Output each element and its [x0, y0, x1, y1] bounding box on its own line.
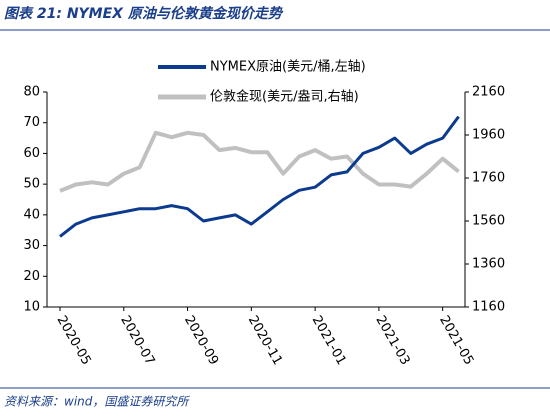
x-tick-label: 2020-11	[245, 313, 285, 368]
y2-tick-label: 1360	[472, 257, 505, 272]
y-tick-label: 50	[23, 177, 40, 192]
y2-tick-label: 1760	[472, 171, 505, 186]
x-tick-label: 2020-09	[181, 313, 221, 368]
y-tick-label: 60	[23, 146, 40, 161]
y-tick-label: 80	[23, 85, 40, 100]
legend-label: NYMEX原油(美元/桶,左轴)	[210, 60, 366, 75]
y-tick-label: 30	[23, 238, 40, 253]
chart-title: 图表 21: NYMEX 原油与伦敦黄金现价走势	[4, 5, 284, 22]
y-tick-label: 10	[23, 300, 40, 315]
legend-label: 伦敦金现(美元/盎司,右轴)	[210, 89, 359, 105]
y-tick-label: 20	[23, 269, 40, 284]
y-tick-label: 40	[23, 207, 40, 222]
x-tick-label: 2021-05	[436, 313, 476, 368]
series-line	[59, 130, 460, 193]
source: 资料来源：wind，国盛证券研究所	[4, 395, 190, 409]
x-tick-label: 2021-03	[372, 313, 412, 368]
y2-tick-label: 1960	[472, 128, 505, 143]
x-tick-label: 2020-05	[54, 313, 94, 368]
x-tick-label: 2020-07	[117, 313, 157, 368]
series-line	[59, 115, 460, 238]
y2-tick-label: 2160	[472, 85, 505, 100]
y-tick-label: 70	[23, 115, 40, 130]
y2-tick-label: 1160	[472, 300, 505, 315]
y2-tick-label: 1560	[472, 214, 505, 229]
x-tick-label: 2021-01	[309, 313, 349, 368]
